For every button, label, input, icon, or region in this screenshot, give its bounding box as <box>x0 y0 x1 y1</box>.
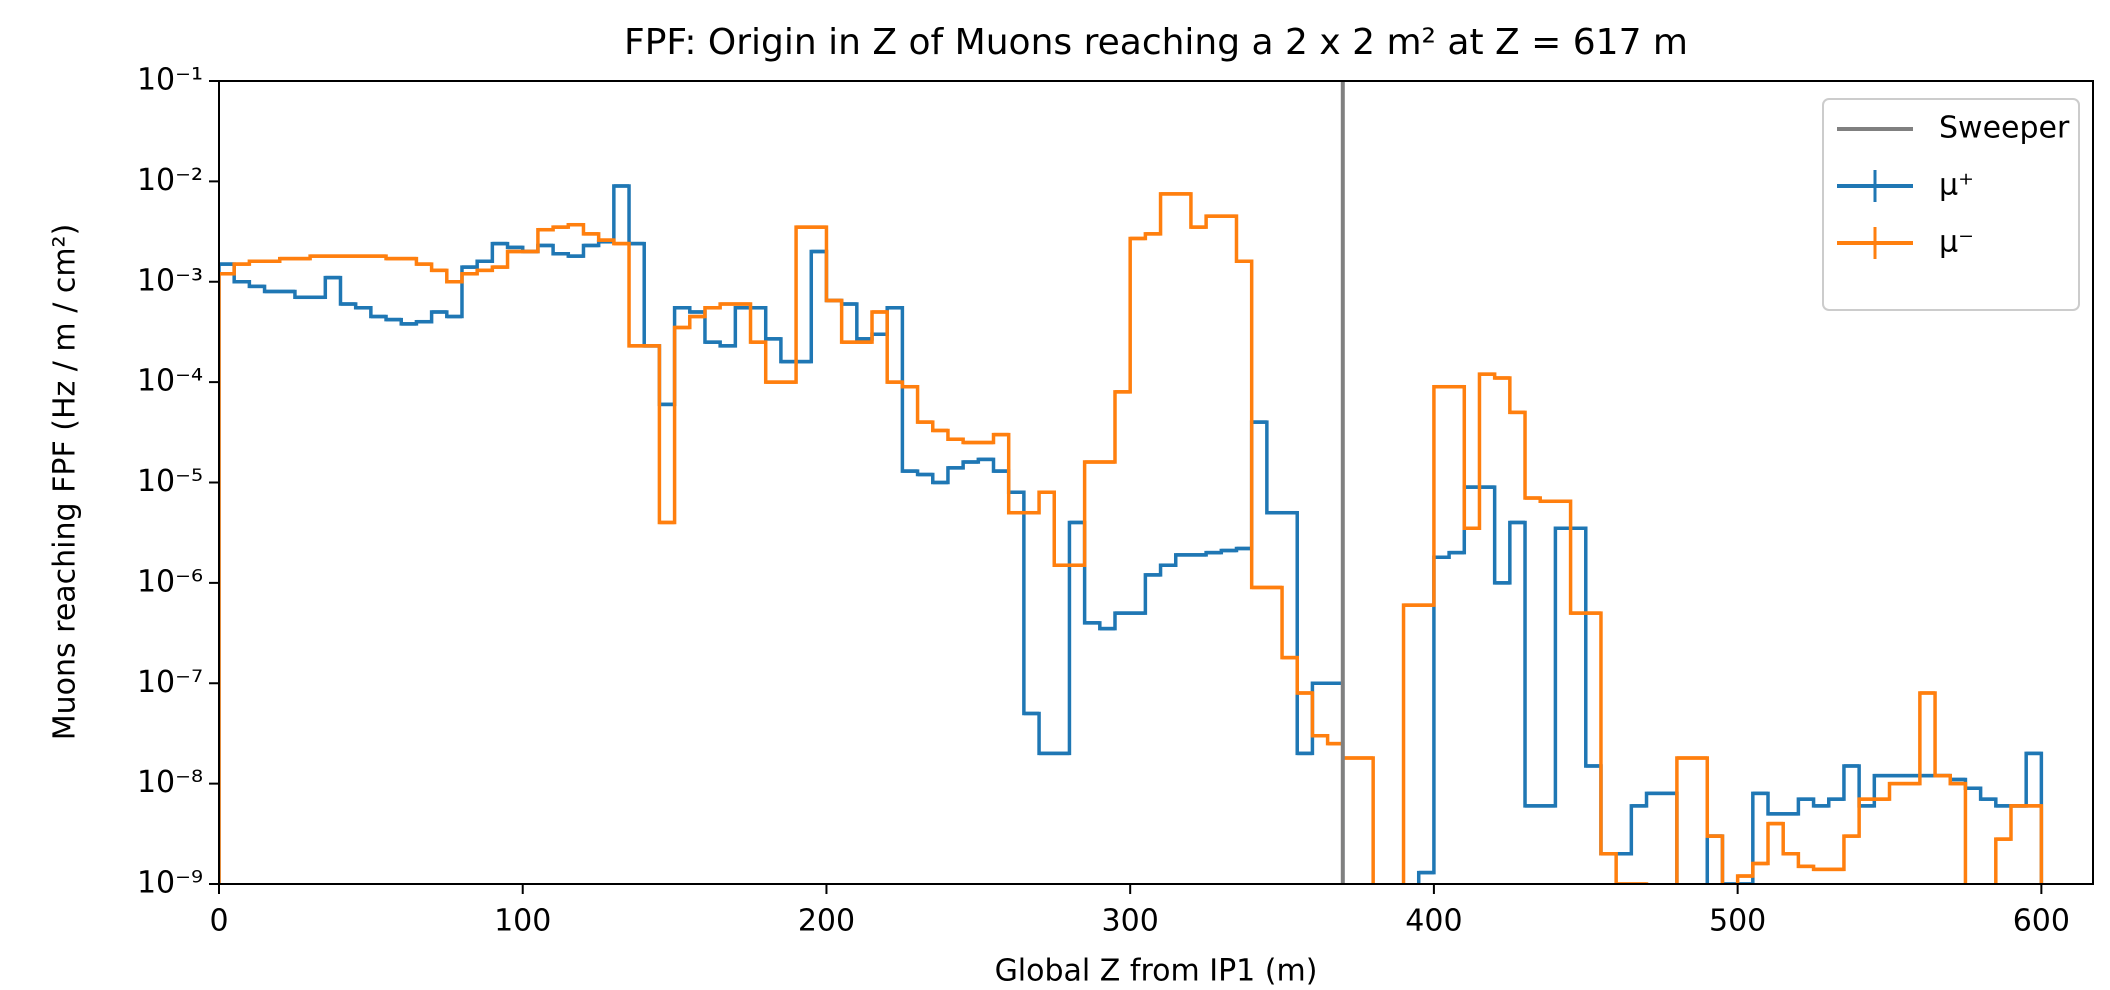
legend-label: Sweeper <box>1939 111 2070 146</box>
chart-title: FPF: Origin in Z of Muons reaching a 2 x… <box>624 22 1688 63</box>
legend-box <box>1822 98 2080 311</box>
y-axis-label: Muons reaching FPF (Hz / m / cm²) <box>48 224 83 741</box>
y-tick-label: 10⁻⁶ <box>137 564 203 599</box>
x-tick-label: 300 <box>1102 904 1159 939</box>
y-tick-label: 10⁻² <box>137 163 203 198</box>
y-tick-label: 10⁻⁸ <box>137 765 203 800</box>
x-tick-label: 400 <box>1405 904 1462 939</box>
axes: 0 100 200 300 400 500 600 10⁻⁹ 10⁻⁸ 10⁻⁷ 10⁻⁶ 10⁻⁵ 1… <box>137 63 2070 939</box>
y-tick-label: 10⁻¹ <box>137 63 203 98</box>
legend-label: μ⁻ <box>1939 225 1974 260</box>
x-tick-label: 100 <box>494 904 551 939</box>
y-tick-label: 10⁻⁷ <box>137 665 203 700</box>
y-tick-label: 10⁻³ <box>137 263 203 298</box>
plot-area <box>219 81 2044 884</box>
x-tick-label: 600 <box>2013 904 2070 939</box>
x-tick-label: 200 <box>798 904 855 939</box>
y-tick-label: 10⁻⁹ <box>137 866 203 901</box>
x-tick-label: 500 <box>1709 904 1766 939</box>
y-tick-label: 10⁻⁵ <box>137 464 203 499</box>
legend-label: μ⁺ <box>1939 168 1974 203</box>
x-tick-label: 0 <box>209 904 228 939</box>
x-axis-label: Global Z from IP1 (m) <box>995 954 1318 989</box>
axes-frame <box>218 80 2094 885</box>
y-tick-label: 10⁻⁴ <box>137 364 203 399</box>
legend: Sweeper μ⁺ μ⁻ <box>1822 98 2080 311</box>
